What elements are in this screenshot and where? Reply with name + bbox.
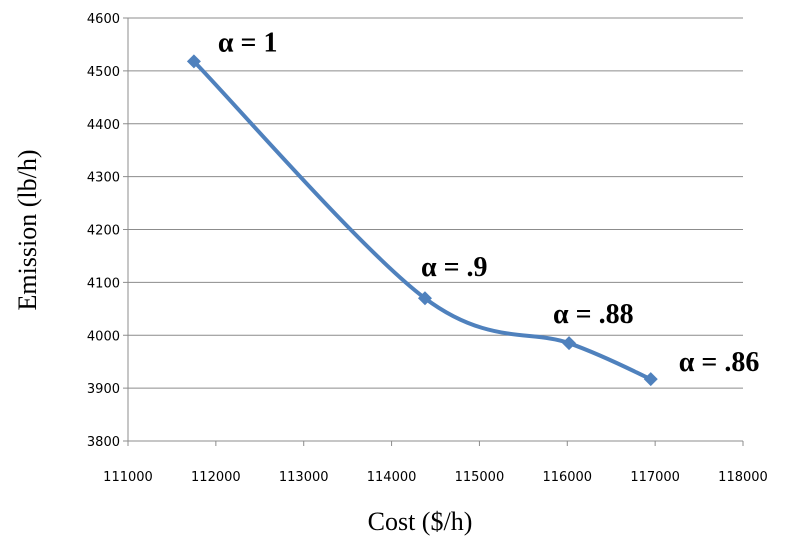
x-axis-title: Cost ($/h) bbox=[368, 507, 473, 536]
y-tick-label: 4600 bbox=[87, 12, 120, 27]
series-line-0 bbox=[191, 59, 653, 382]
annotation-label: α = 1 bbox=[218, 27, 278, 58]
y-tick-label: 3900 bbox=[87, 382, 120, 397]
x-tick-label: 111000 bbox=[103, 470, 153, 485]
x-tick-labels: 111000 112000 113000 114000 115000 116000 1170… bbox=[103, 470, 768, 485]
annotations: α = 1 α = .9 α = .88 α = .86 bbox=[218, 27, 759, 378]
x-tick-label: 112000 bbox=[191, 470, 241, 485]
annotation-label: α = .9 bbox=[421, 252, 488, 283]
gridlines bbox=[128, 17, 743, 442]
x-tick-label: 115000 bbox=[455, 470, 505, 485]
annotation-label: α = .86 bbox=[679, 347, 760, 378]
x-tick-label: 114000 bbox=[367, 470, 417, 485]
x-tick-label: 117000 bbox=[630, 470, 680, 485]
series-group bbox=[186, 54, 658, 387]
y-tick-label: 4300 bbox=[87, 171, 120, 186]
y-tick-label: 4200 bbox=[87, 224, 120, 239]
data-point-marker-3 bbox=[643, 372, 658, 387]
axes bbox=[123, 17, 744, 446]
y-axis-title: Emission (lb/h) bbox=[13, 149, 42, 310]
annotation-label: α = .88 bbox=[553, 299, 634, 330]
y-tick-label: 3800 bbox=[87, 435, 120, 450]
y-tick-label: 4400 bbox=[87, 118, 120, 133]
data-point-marker-2 bbox=[562, 336, 577, 351]
y-tick-label: 4000 bbox=[87, 329, 120, 344]
x-tick-label: 113000 bbox=[279, 470, 329, 485]
data-point-marker-1 bbox=[417, 291, 432, 306]
y-tick-labels: 3800 3900 4000 4100 4200 4300 4400 4500 4600 bbox=[87, 12, 120, 450]
y-tick-label: 4500 bbox=[87, 65, 120, 80]
x-tick-label: 116000 bbox=[542, 470, 592, 485]
y-tick-label: 4100 bbox=[87, 276, 120, 291]
data-point-marker-0 bbox=[186, 54, 201, 69]
x-tick-label: 118000 bbox=[718, 470, 768, 485]
